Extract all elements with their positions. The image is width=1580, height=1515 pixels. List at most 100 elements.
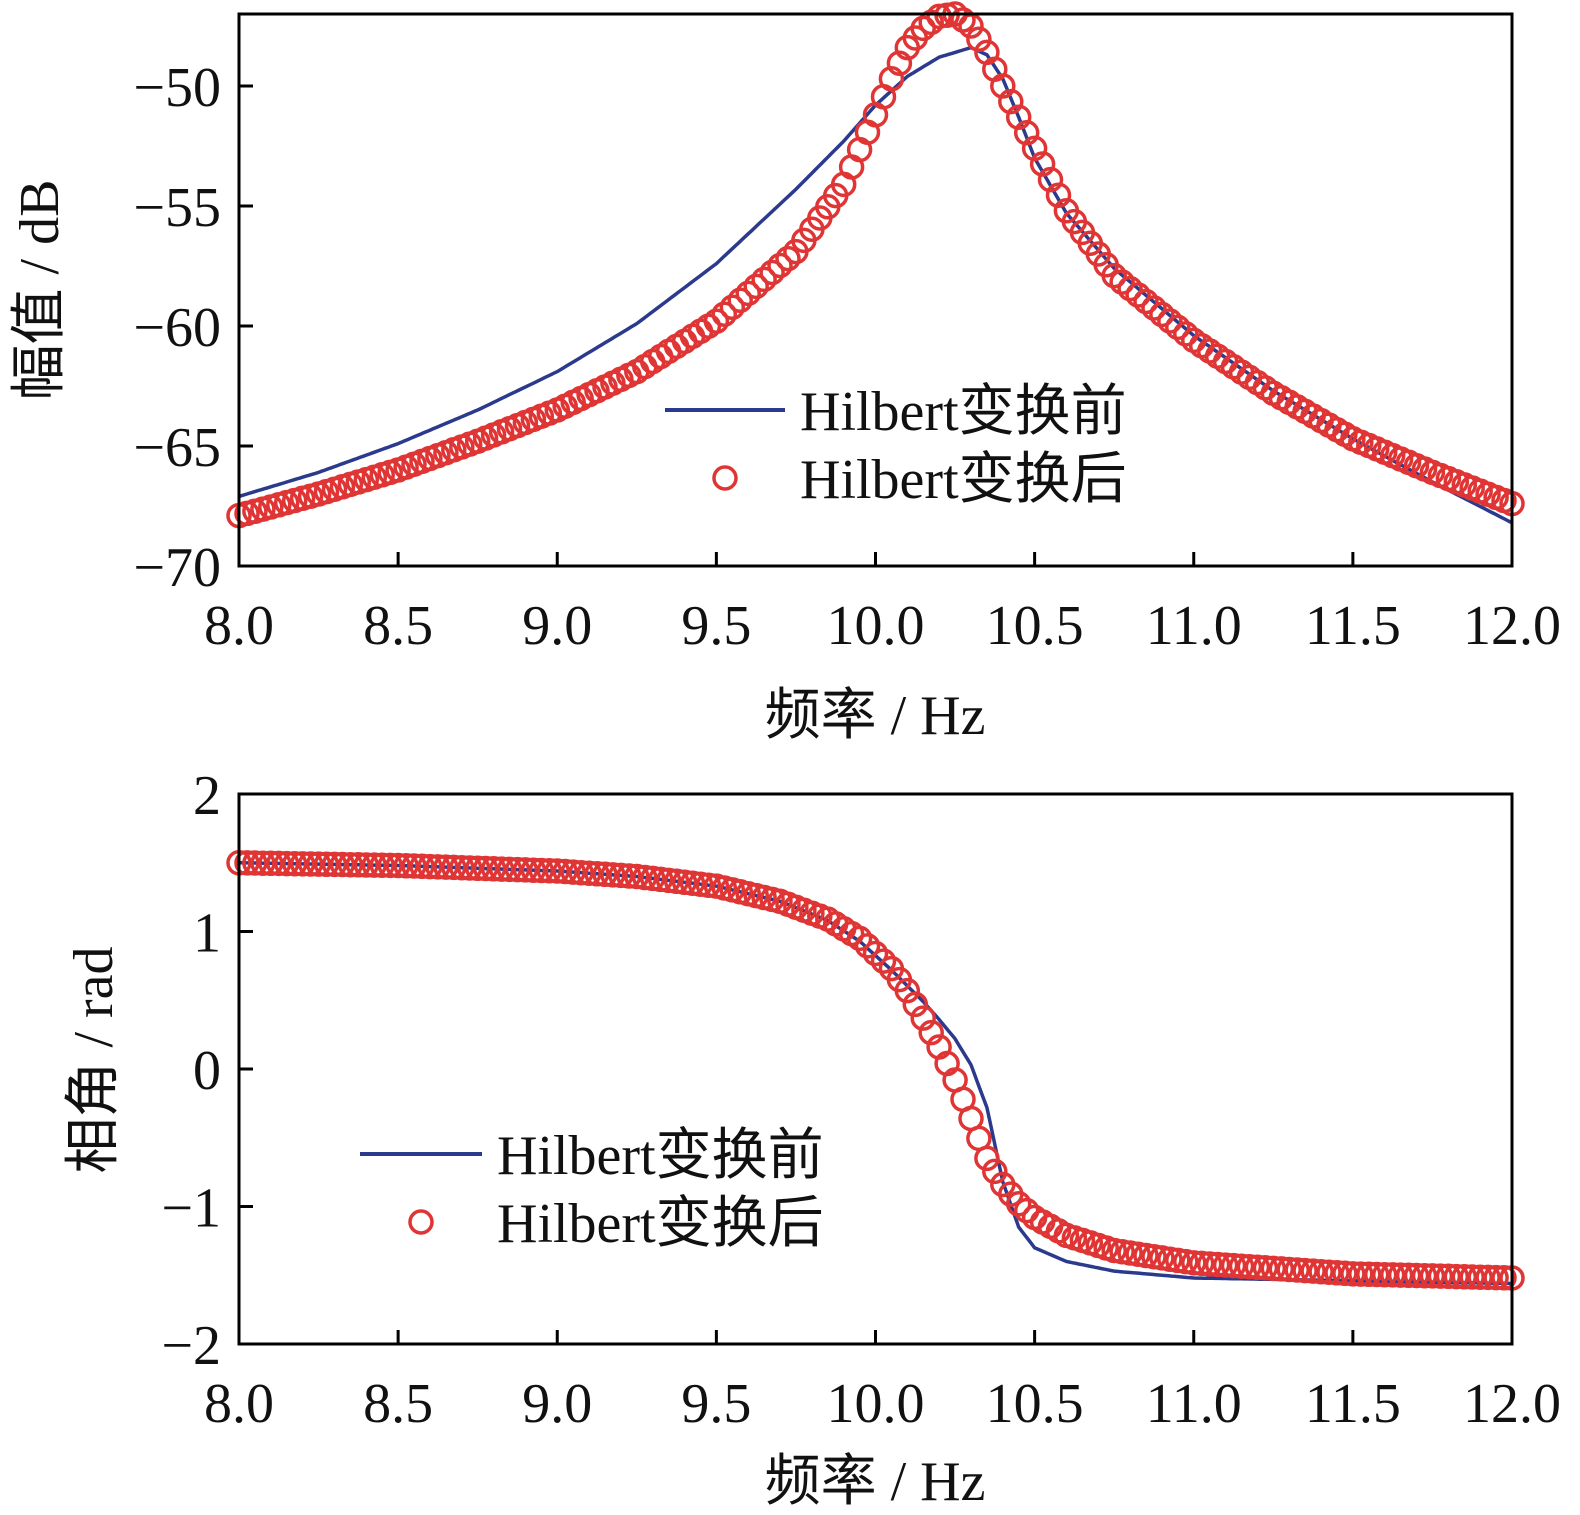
phase-series-after-point bbox=[592, 861, 618, 888]
magnitude-series-after-point bbox=[719, 294, 746, 321]
phase-series-after-point bbox=[480, 856, 507, 882]
magnitude-x-tick-label: 9.5 bbox=[681, 595, 751, 657]
magnitude-y-tick-label: −50 bbox=[133, 57, 221, 119]
magnitude-series-after-point bbox=[767, 252, 793, 279]
phase-series-after-point bbox=[425, 854, 451, 880]
phase-x-tick-label: 9.5 bbox=[681, 1373, 751, 1435]
phase-series-after-point bbox=[456, 855, 483, 881]
magnitude-x-tick-label: 11.5 bbox=[1305, 595, 1401, 657]
phase-series-after-point bbox=[1308, 1258, 1334, 1285]
phase-series-after-point bbox=[1411, 1262, 1438, 1289]
phase-series-after-point bbox=[1340, 1261, 1366, 1287]
magnitude-legend-label-before: Hilbert变换前 bbox=[800, 381, 1127, 443]
phase-series-after-point bbox=[902, 991, 929, 1018]
phase-series-after-point bbox=[1181, 1250, 1207, 1276]
phase-series-after-point bbox=[663, 868, 690, 895]
magnitude-series-after-point bbox=[759, 259, 785, 286]
phase-series-after-point bbox=[329, 851, 356, 878]
phase-series-after-point bbox=[1300, 1258, 1326, 1284]
phase-y-tick-label: −1 bbox=[161, 1178, 221, 1240]
phase-x-tick-label: 9.0 bbox=[522, 1373, 592, 1435]
magnitude-series-after-point bbox=[1125, 282, 1151, 308]
phase-legend-marker-swatch bbox=[408, 1209, 434, 1235]
phase-series-after-point bbox=[894, 977, 921, 1004]
phase-series-after-point bbox=[337, 851, 364, 878]
phase-series-after-point bbox=[393, 853, 419, 879]
phase-series-after-point bbox=[568, 859, 594, 886]
magnitude-series-after-point bbox=[1109, 269, 1135, 295]
magnitude-y-tick-label: −65 bbox=[133, 417, 221, 479]
magnitude-y-tick-label: −70 bbox=[133, 537, 221, 599]
phase-series-after-point bbox=[1260, 1255, 1287, 1282]
phase-series-after-point bbox=[242, 850, 268, 876]
magnitude-series-after-point bbox=[1013, 120, 1040, 146]
phase-x-tick-label: 11.5 bbox=[1305, 1373, 1401, 1435]
phase-legend-label-before: Hilbert变换前 bbox=[497, 1125, 824, 1187]
phase-series-after-point bbox=[266, 850, 292, 877]
phase-series-after-point bbox=[377, 852, 403, 879]
magnitude-series-after-point bbox=[990, 73, 1016, 99]
magnitude-series-after-point bbox=[1173, 321, 1199, 347]
phase-series-after-point bbox=[520, 857, 547, 883]
phase-series-after-point bbox=[536, 857, 563, 884]
magnitude-series-after-point bbox=[966, 26, 992, 52]
magnitude-x-tick-label: 8.0 bbox=[204, 595, 274, 657]
phase-series-after-point bbox=[1459, 1264, 1485, 1290]
magnitude-series-after-point bbox=[1165, 314, 1191, 341]
phase-series-after-point bbox=[1419, 1263, 1446, 1289]
phase-series-after-point bbox=[918, 1019, 944, 1046]
phase-series-after-point bbox=[433, 854, 459, 880]
phase-series-after-point bbox=[250, 850, 276, 876]
phase-series-after-point bbox=[974, 1145, 1000, 1172]
magnitude-x-axis-label: 频率 / Hz bbox=[765, 685, 986, 747]
phase-series-after-point bbox=[632, 864, 658, 891]
magnitude-series-after-point bbox=[727, 287, 753, 314]
magnitude-y-tick-label: −55 bbox=[133, 177, 221, 239]
phase-series-after-point bbox=[1475, 1264, 1501, 1291]
phase-series-after-point bbox=[1363, 1261, 1390, 1288]
phase-y-tick-label: 0 bbox=[193, 1040, 221, 1102]
phase-series-after-point bbox=[1324, 1260, 1350, 1286]
phase-series-after-point bbox=[1371, 1261, 1398, 1288]
phase-series-after-point bbox=[472, 855, 499, 882]
phase-series-after-point bbox=[504, 856, 531, 883]
magnitude-series-after-point bbox=[878, 66, 905, 92]
phase-ticks: 8.0 8.5 9.0 9.5 10.0 10.5 11.0 11.5 12.0 2 1 0 −1 −2 bbox=[161, 765, 1561, 1435]
phase-series-after-point bbox=[544, 858, 571, 884]
phase-series-after-point bbox=[1451, 1264, 1478, 1290]
phase-legend-label-after: Hilbert变换后 bbox=[497, 1193, 824, 1255]
magnitude-y-tick-label: −60 bbox=[133, 297, 221, 359]
phase-series-after-point bbox=[449, 854, 475, 881]
phase-series-after-point bbox=[982, 1158, 1008, 1185]
phase-series-after-point bbox=[1252, 1255, 1279, 1281]
phase-series-after-point bbox=[297, 851, 324, 877]
phase-series-before-line bbox=[239, 861, 1513, 1286]
magnitude-x-tick-label: 9.0 bbox=[522, 595, 592, 657]
magnitude-series-after-point bbox=[775, 245, 801, 272]
phase-series-after-point bbox=[1379, 1262, 1406, 1288]
magnitude-series-after-point bbox=[1045, 182, 1072, 208]
phase-series-after-point bbox=[671, 869, 698, 896]
magnitude-series-after-point bbox=[743, 273, 769, 300]
phase-series-after-point bbox=[369, 852, 395, 878]
phase-x-tick-label: 12.0 bbox=[1463, 1373, 1561, 1435]
phase-series-after-point bbox=[1212, 1252, 1239, 1278]
phase-series-after-point bbox=[1228, 1253, 1255, 1279]
phase-series-after-point bbox=[1196, 1251, 1223, 1277]
magnitude-series-after-point bbox=[1149, 301, 1175, 328]
phase-series-after-point bbox=[679, 870, 706, 896]
phase-series-after-point bbox=[313, 851, 340, 878]
phase-x-axis-label: 频率 / Hz bbox=[765, 1451, 986, 1513]
phase-series-after-point bbox=[608, 862, 634, 889]
phase-series-after-point bbox=[560, 859, 586, 885]
magnitude-series-after-point bbox=[1005, 104, 1032, 130]
phase-series-after-point bbox=[1236, 1253, 1263, 1280]
phase-series-after-point bbox=[1348, 1261, 1374, 1287]
phase-series-after-point bbox=[870, 948, 897, 974]
phase-series-after-point bbox=[1395, 1262, 1422, 1289]
phase-series-after-point bbox=[234, 850, 260, 876]
magnitude-series-after-point bbox=[1101, 262, 1127, 289]
